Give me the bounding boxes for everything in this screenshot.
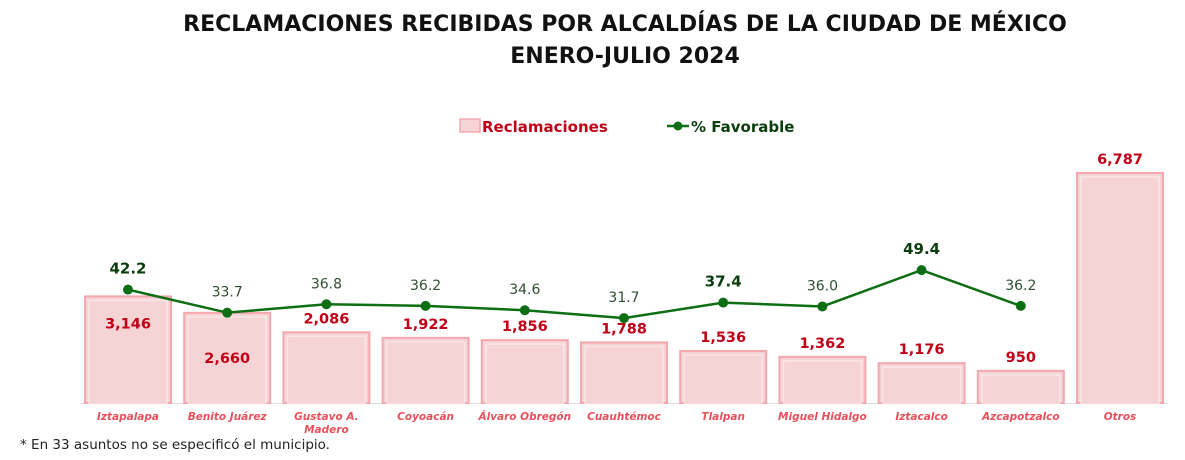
x-tick-label: Otros: [1104, 411, 1137, 423]
bar: [778, 355, 867, 405]
favorable-point: [817, 301, 828, 312]
favorable-point: [619, 313, 629, 324]
favorable-value-label: 36.8: [311, 276, 342, 292]
bar-value-label: 1,536: [700, 330, 746, 346]
bar: [84, 295, 172, 404]
favorable-value-label: 33.7: [212, 285, 243, 301]
bar-highlight: [782, 360, 863, 404]
bar: [480, 339, 569, 404]
bar-highlight: [286, 335, 367, 404]
bar-value-label: 1,856: [502, 319, 548, 335]
bar-highlight: [485, 343, 565, 404]
bar-value-label: 2,660: [204, 351, 250, 367]
bar: [679, 349, 768, 404]
bar-highlight: [88, 299, 168, 404]
x-tick-label: Iztacalco: [895, 411, 947, 423]
bar-value-label: 1,362: [799, 336, 845, 352]
x-tick-label: Benito Juárez: [188, 411, 268, 423]
x-tick-label: Cuauhtémoc: [587, 411, 662, 423]
x-tick-label: Azcapotzalco: [981, 411, 1060, 423]
footnote: * En 33 asuntos no se especificó el muni…: [20, 437, 330, 453]
favorable-value-label: 37.4: [705, 273, 742, 291]
bar: [976, 369, 1065, 404]
bar-value-label: 2,086: [303, 311, 349, 327]
favorable-point: [718, 297, 729, 308]
favorable-value-label: 42.2: [109, 260, 146, 278]
favorable-value-label: 36.0: [807, 278, 838, 294]
x-tick-label: Gustavo A.: [294, 411, 358, 423]
bar: [282, 331, 371, 404]
bar-value-label: 6,787: [1097, 152, 1143, 168]
favorable-point: [916, 265, 927, 276]
favorable-point: [321, 299, 332, 310]
favorable-value-label: 31.7: [608, 290, 639, 306]
favorable-value-label: 36.2: [1005, 278, 1036, 294]
bar-highlight: [981, 374, 1061, 404]
bar-highlight: [1080, 176, 1160, 404]
bar-highlight: [584, 345, 664, 404]
favorable-line: [127, 268, 1022, 320]
bar-value-label: 1,788: [601, 321, 647, 337]
bar-value-label: 1,922: [403, 317, 449, 333]
bar: [580, 341, 668, 404]
x-tick-label: Madero: [304, 424, 349, 436]
legend-line-marker: [673, 121, 683, 131]
x-tick-label: Tlalpan: [701, 411, 745, 423]
favorable-point: [1015, 300, 1026, 311]
chart-title: RECLAMACIONES RECIBIDAS POR ALCALDÍAS DE…: [183, 12, 1067, 37]
x-tick-label: Miguel Hidalgo: [778, 411, 867, 423]
favorable-value-label: 34.6: [509, 282, 540, 298]
favorable-point: [123, 284, 133, 295]
bar: [381, 336, 470, 405]
favorable-point: [519, 305, 530, 316]
legend-label-favorable: % Favorable: [691, 118, 794, 136]
bar-highlight: [683, 354, 763, 404]
bar: [877, 362, 966, 404]
bar-value-label: 1,176: [899, 342, 945, 358]
favorable-value-label: 49.4: [903, 240, 940, 258]
bar: [1076, 172, 1164, 404]
legend-bar-swatch: [459, 118, 481, 133]
bar-value-label: 950: [1006, 350, 1036, 366]
favorable-point: [420, 300, 431, 311]
x-tick-label: Coyoacán: [397, 411, 454, 423]
bar-highlight: [881, 366, 962, 404]
bar-highlight: [385, 341, 466, 404]
chart-subtitle: ENERO-JULIO 2024: [510, 44, 740, 69]
bar-value-label: 3,146: [105, 316, 151, 332]
legend-label-reclamaciones: Reclamaciones: [482, 118, 608, 136]
x-tick-label: Iztapalapa: [97, 411, 159, 423]
favorable-point: [222, 307, 233, 318]
favorable-value-label: 36.2: [410, 278, 441, 294]
x-tick-label: Álvaro Obregón: [477, 410, 571, 423]
